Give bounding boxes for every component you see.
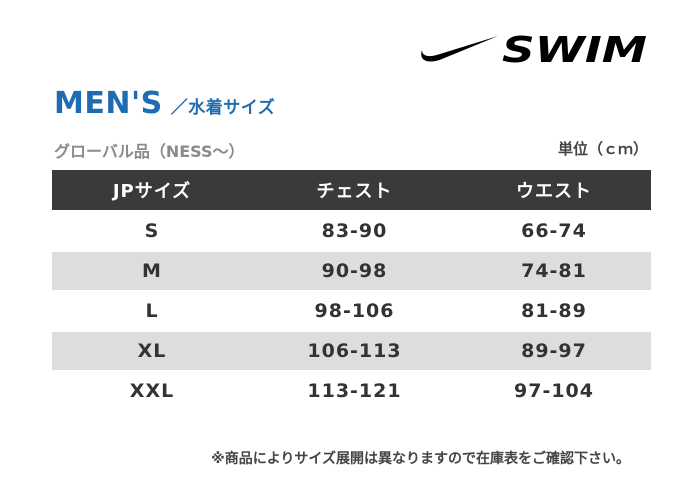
header-waist: ウエスト xyxy=(457,170,651,210)
page-title: MEN'S ／水着サイズ xyxy=(54,86,275,121)
cell-waist: 74-81 xyxy=(457,252,651,290)
cell-size: S xyxy=(144,220,160,242)
cell-chest: 98-106 xyxy=(314,300,395,322)
cell-waist: 89-97 xyxy=(457,332,651,370)
table-row: XL 106-113 89-97 xyxy=(52,332,651,370)
cell-chest: 113-121 xyxy=(307,380,402,402)
title-main: MEN'S xyxy=(54,86,163,121)
nike-swim-logo: SWIM xyxy=(421,30,647,68)
table-row: M 90-98 74-81 xyxy=(52,252,651,290)
cell-chest: 90-98 xyxy=(252,252,457,290)
cell-waist: 97-104 xyxy=(514,380,594,402)
table-row: L 98-106 81-89 xyxy=(52,292,651,330)
cell-size: XXL xyxy=(129,380,175,402)
cell-size: L xyxy=(145,300,159,322)
product-note: グローバル品（NESS〜） xyxy=(54,142,245,161)
cell-size: XL xyxy=(52,332,252,370)
title-sub: ／水着サイズ xyxy=(170,98,276,118)
cell-chest: 106-113 xyxy=(252,332,457,370)
unit-label: 単位（ｃｍ） xyxy=(557,140,648,158)
cell-waist: 66-74 xyxy=(521,220,587,242)
logo-text: SWIM xyxy=(502,30,647,68)
footer-note: ※商品によりサイズ展開は異なりますので在庫表をご確認下さい。 xyxy=(211,451,630,467)
header-chest: チェスト xyxy=(252,170,457,210)
cell-chest: 83-90 xyxy=(321,220,388,242)
cell-waist: 81-89 xyxy=(521,300,587,322)
table-row: S 83-90 66-74 xyxy=(52,212,651,250)
cell-size: M xyxy=(52,252,252,290)
table-header: JPサイズ チェスト ウエスト xyxy=(52,170,651,210)
swoosh-icon xyxy=(421,36,498,62)
size-table: JPサイズ チェスト ウエスト S 83-90 66-74 M 90-98 74-81 … xyxy=(52,168,651,412)
header-size: JPサイズ xyxy=(52,170,252,210)
table-row: XXL 113-121 97-104 xyxy=(52,372,651,410)
